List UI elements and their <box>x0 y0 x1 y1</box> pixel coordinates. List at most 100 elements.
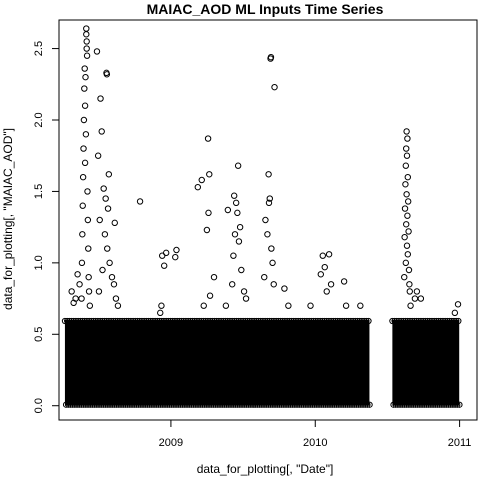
dense-band-edge-point <box>143 317 150 325</box>
data-point <box>229 281 236 288</box>
dense-point-band <box>392 320 460 406</box>
dense-band-edge-point <box>245 401 252 408</box>
data-point <box>96 216 103 224</box>
dense-band-edge-point <box>365 317 372 325</box>
data-point <box>81 159 89 167</box>
dense-band-edge-point <box>393 317 400 325</box>
dense-band-edge-point <box>451 401 459 408</box>
dense-band-edge-point <box>241 401 248 408</box>
data-point <box>93 48 101 55</box>
dense-band-edge-point <box>306 317 313 325</box>
dense-band-edge-point <box>203 401 210 408</box>
dense-band-edge-point <box>197 401 204 408</box>
dense-band-edge-point <box>346 401 353 408</box>
dense-band-edge-point <box>336 317 344 325</box>
data-point <box>98 128 105 135</box>
dense-band-edge-point <box>139 401 147 408</box>
data-point <box>403 242 411 249</box>
data-point <box>236 223 244 231</box>
dense-band-edge-point <box>167 317 174 325</box>
dense-band-edge-point <box>78 401 85 408</box>
dense-band-edge-point <box>279 317 286 325</box>
dense-band-edge-point <box>256 401 263 408</box>
dense-band-edge-point <box>363 317 370 325</box>
data-point <box>411 295 419 302</box>
dense-band-edge-point <box>89 401 96 408</box>
dense-band-edge-point <box>445 401 452 408</box>
data-point <box>100 185 107 192</box>
dense-band-edge-point <box>290 317 297 325</box>
data-point <box>83 45 90 52</box>
dense-band-edge-point <box>303 317 311 325</box>
data-point <box>403 221 410 228</box>
dense-band-edge-point <box>134 317 141 325</box>
dense-band-edge-point <box>422 317 429 325</box>
data-point <box>403 152 411 159</box>
dense-band-edge-point <box>415 317 422 325</box>
dense-band-edge-point <box>298 401 305 408</box>
dense-band-edge-point <box>389 317 396 325</box>
dense-band-edge-point <box>450 317 458 325</box>
data-point <box>83 31 90 38</box>
data-point <box>230 252 237 259</box>
dense-band-edge-point <box>201 401 208 408</box>
data-point <box>238 266 245 274</box>
data-point <box>402 162 410 169</box>
dense-band-edge-point <box>183 401 191 408</box>
dense-band-edge-point <box>390 401 397 408</box>
dense-band-edge-point <box>123 317 130 325</box>
data-point <box>401 205 409 212</box>
dense-band-edge-point <box>230 401 237 408</box>
dense-band-edge-point <box>260 401 268 408</box>
dense-band-edge-point <box>284 317 291 325</box>
data-point <box>80 145 87 152</box>
dense-band-edge-point <box>106 401 114 408</box>
dense-band-edge-point <box>291 401 298 408</box>
data-point <box>81 65 88 72</box>
dense-band-edge-point <box>220 317 227 325</box>
dense-band-edge-point <box>409 317 416 325</box>
dense-band-edge-point <box>82 401 89 408</box>
data-point <box>232 199 240 207</box>
dense-band-edge-point <box>182 317 190 325</box>
dense-band-edge-point <box>399 401 406 408</box>
data-point <box>262 216 269 224</box>
dense-band-edge-point <box>79 317 86 325</box>
dense-band-edge-point <box>138 317 146 325</box>
data-point <box>205 209 212 217</box>
data-point <box>230 192 238 199</box>
dense-band-edge-point <box>400 317 407 325</box>
dense-band-edge-point <box>209 317 216 325</box>
data-point <box>307 302 314 309</box>
dense-band-edge-point <box>404 317 411 325</box>
data-point <box>224 206 232 214</box>
dense-band-edge-point <box>421 401 428 408</box>
data-point <box>402 259 410 267</box>
dense-band-edge-point <box>432 401 439 408</box>
dense-band-edge-point <box>414 401 421 408</box>
data-point <box>401 233 408 241</box>
dense-band-edge-point <box>402 317 409 325</box>
dense-band-edge-point <box>144 401 151 408</box>
dense-band-edge-point <box>243 401 250 408</box>
dense-band-edge-point <box>142 401 149 408</box>
dense-band-edge-point <box>255 317 262 325</box>
dense-band-edge-point <box>207 317 214 325</box>
dense-band-edge-point <box>157 401 164 408</box>
data-point <box>79 173 87 181</box>
dense-band-edge-point <box>424 317 431 325</box>
data-point <box>84 188 91 195</box>
dense-band-edge-point <box>455 317 462 325</box>
dense-band-edge-point <box>178 317 185 325</box>
dense-band-edge-point <box>443 401 450 408</box>
dense-band-edge-point <box>262 317 269 325</box>
dense-band-edge-point <box>454 401 461 408</box>
data-point <box>240 288 248 295</box>
chart-title: MAIAC_AOD ML Inputs Time Series <box>147 1 384 17</box>
dense-band-edge-point <box>341 317 348 325</box>
dense-band-edge-point <box>171 317 179 325</box>
dense-band-edge-point <box>164 401 171 408</box>
data-point <box>198 176 205 184</box>
data-point <box>173 246 180 254</box>
